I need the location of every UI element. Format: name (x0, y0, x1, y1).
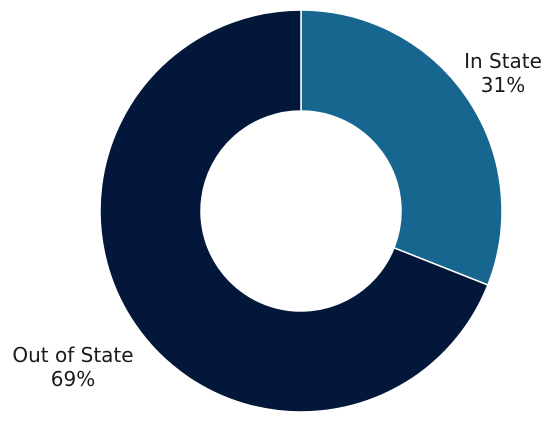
slice-value-in-state: 31% (481, 73, 525, 97)
slice-label-in-state: In State (464, 49, 542, 73)
slice-label-out-of-state: Out of State (12, 343, 133, 367)
slice-out-of-state (99, 9, 489, 413)
slice-in-state (300, 9, 503, 286)
slices-layer (99, 9, 503, 413)
slice-value-out-of-state: 69% (51, 367, 95, 391)
